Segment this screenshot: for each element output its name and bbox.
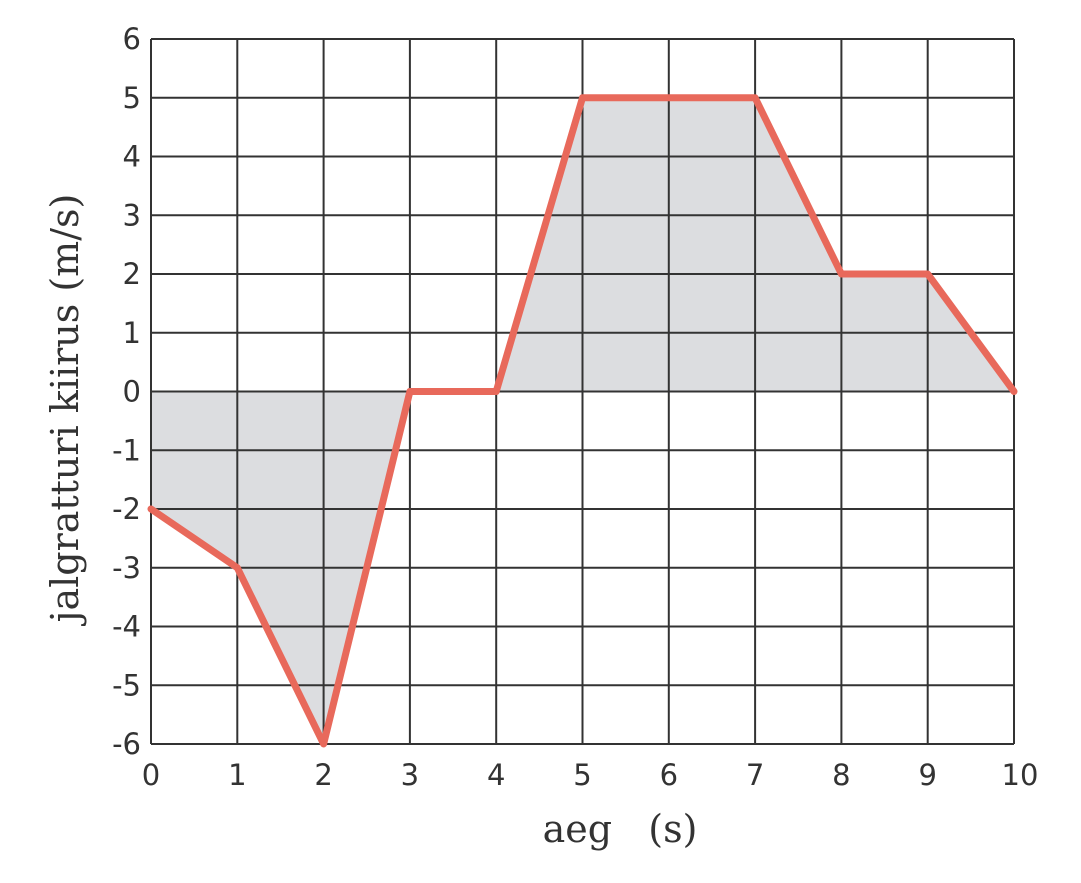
y-tick-label: -2 xyxy=(112,492,141,526)
x-tick-label: 5 xyxy=(573,758,591,792)
area-fill xyxy=(151,97,1014,744)
y-tick-label: -1 xyxy=(112,433,141,467)
x-tick-label: 2 xyxy=(314,758,332,792)
y-tick-label: -5 xyxy=(112,668,141,702)
y-tick-label: -4 xyxy=(112,610,141,644)
x-tick-label: 8 xyxy=(832,758,850,792)
y-tick-label: 0 xyxy=(123,375,141,409)
y-tick-label: -6 xyxy=(112,727,141,761)
y-tick-label: 4 xyxy=(123,140,141,174)
y-tick-label: 1 xyxy=(123,316,141,350)
x-tick-label: 3 xyxy=(401,758,419,792)
series-line-layer xyxy=(147,94,1018,748)
x-tick-label: 4 xyxy=(487,758,505,792)
x-tick-label: 1 xyxy=(228,758,246,792)
x-tick-label: 9 xyxy=(918,758,936,792)
x-axis-label: aeg (s) xyxy=(543,807,698,851)
y-tick-label: -3 xyxy=(112,551,141,585)
x-tick-label: 6 xyxy=(660,758,678,792)
x-tick-label: 0 xyxy=(142,758,160,792)
x-tick-label: 7 xyxy=(746,758,764,792)
area-fill-layer xyxy=(151,97,1014,744)
x-tick-label: 10 xyxy=(1002,758,1039,792)
y-tick-label: 5 xyxy=(123,81,141,115)
y-tick-label: 6 xyxy=(123,22,141,56)
y-tick-label: 3 xyxy=(123,198,141,232)
tick-labels: -6 -5 -4 -3 -2 -1 0 1 2 3 4 5 6 0 1 2 3 4 5 6 7 8 9 10 xyxy=(112,22,1038,792)
y-tick-label: 2 xyxy=(123,257,141,291)
y-axis-label: jalgratturi kiirus (m/s) xyxy=(43,194,87,627)
